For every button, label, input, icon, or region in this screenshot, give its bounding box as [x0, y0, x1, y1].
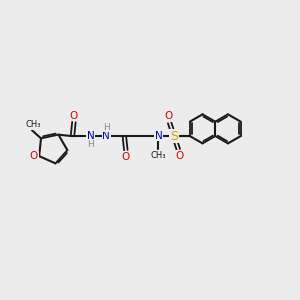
- Text: O: O: [30, 151, 38, 161]
- Text: H: H: [103, 123, 110, 132]
- Text: O: O: [70, 111, 78, 121]
- Text: CH₃: CH₃: [150, 151, 166, 160]
- Text: N: N: [154, 130, 162, 141]
- Text: S: S: [170, 130, 178, 142]
- Text: H: H: [87, 140, 94, 149]
- Text: N: N: [102, 131, 110, 141]
- Text: O: O: [165, 111, 173, 121]
- Text: O: O: [122, 152, 130, 162]
- Text: CH₃: CH₃: [25, 120, 41, 129]
- Text: N: N: [87, 131, 94, 141]
- Text: O: O: [175, 151, 183, 161]
